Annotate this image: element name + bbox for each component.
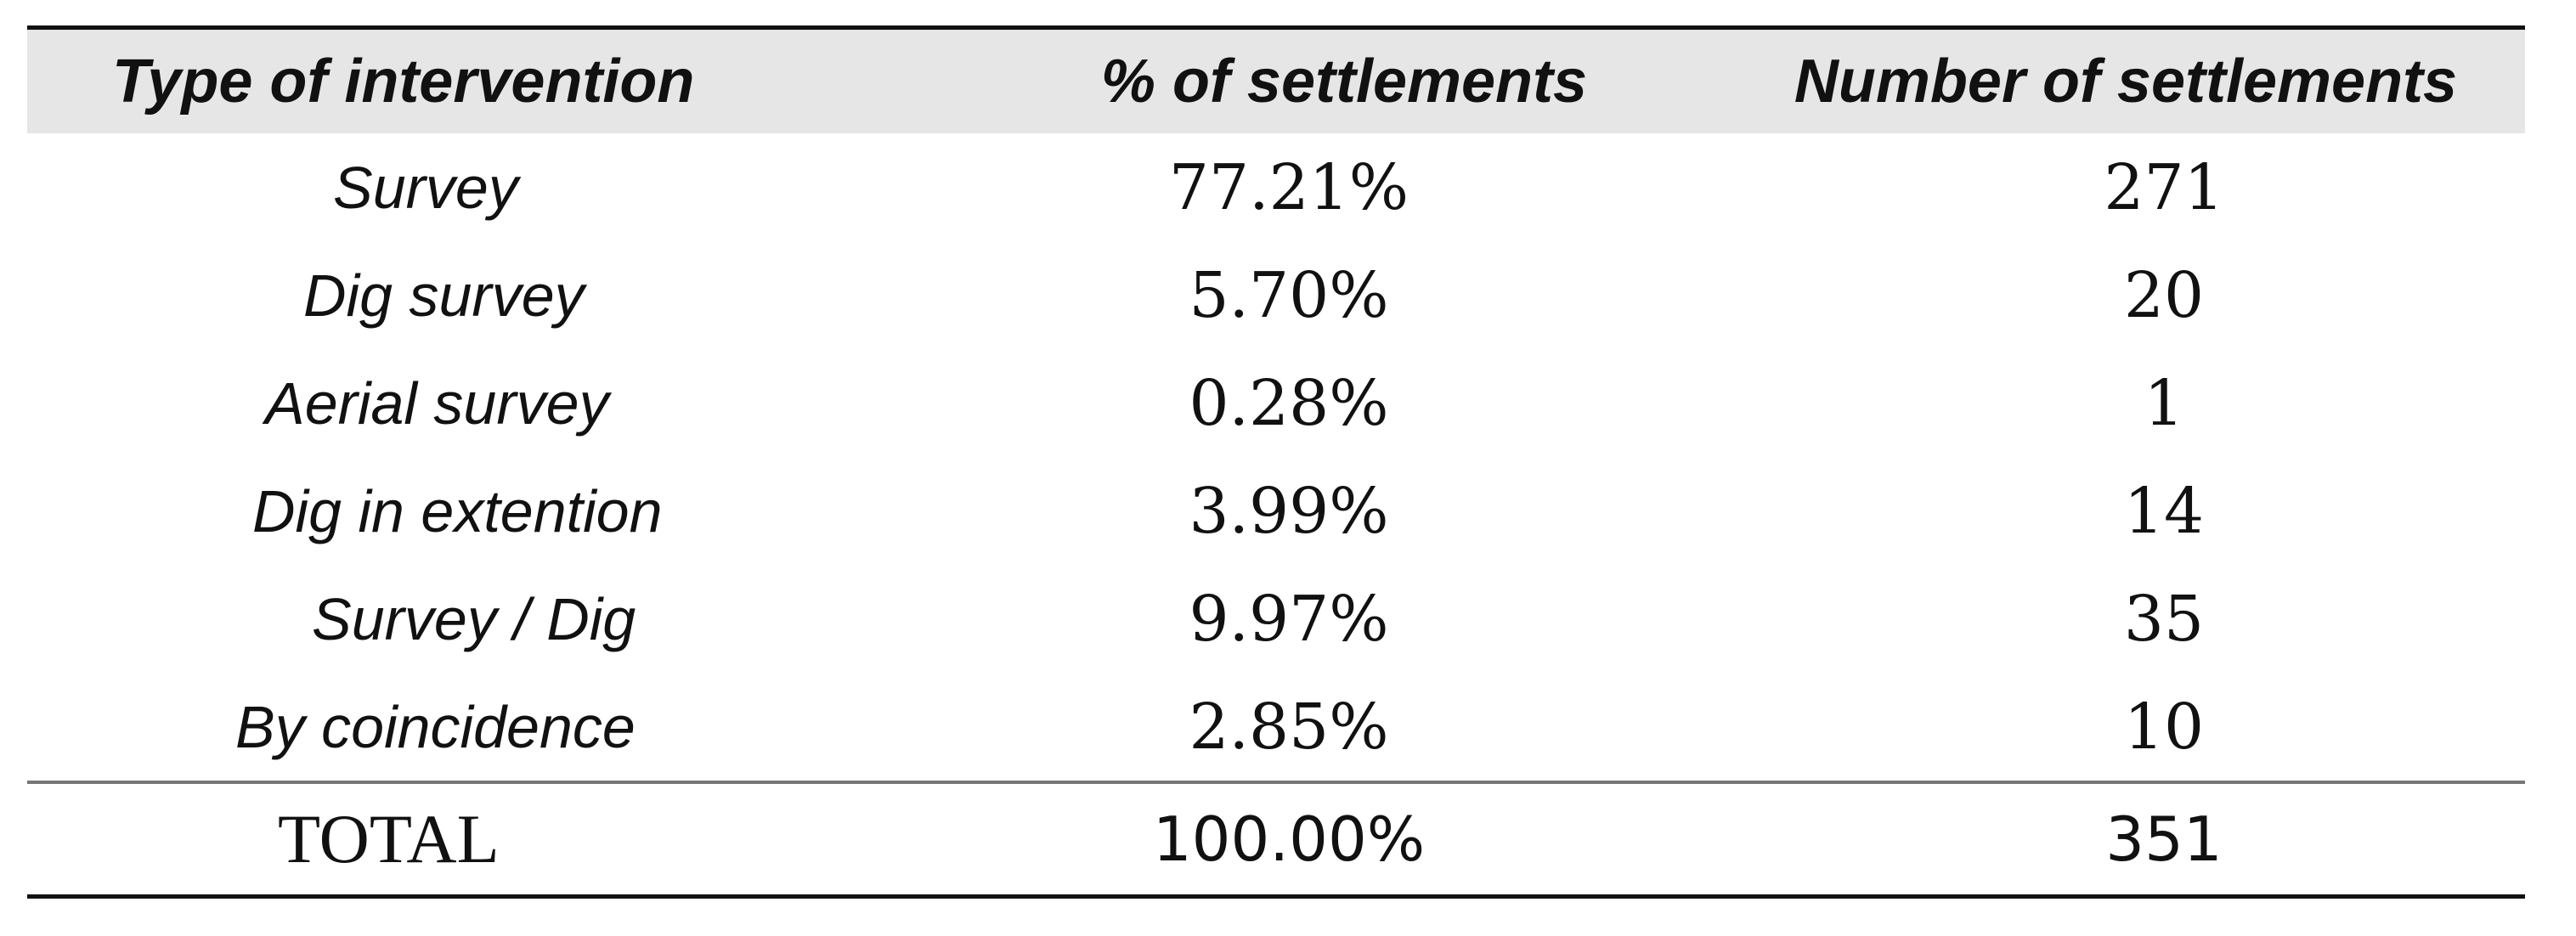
row-type: Aerial survey (265, 369, 609, 437)
header-type-of-intervention: Type of intervention (112, 48, 695, 116)
row-percent: 0.28% (1189, 366, 1389, 440)
table-row: Dig survey 5.70% 20 (27, 241, 2525, 349)
row-percent: 77.21% (1168, 150, 1409, 224)
table-row: Survey / Dig 9.97% 35 (27, 565, 2525, 673)
row-percent: 5.70% (1189, 258, 1389, 332)
row-type: Survey (333, 154, 518, 221)
total-count: 351 (1726, 781, 2525, 899)
header-percent-of-settlements: % of settlements (1100, 48, 1588, 116)
row-count: 10 (2123, 690, 2205, 764)
header-row: Type of intervention % of settlements Nu… (27, 27, 2525, 133)
row-count: 271 (2104, 150, 2224, 224)
table-row: Survey 77.21% 271 (27, 133, 2525, 241)
table-row: Aerial survey 0.28% 1 (27, 349, 2525, 457)
table-row: Dig in extention 3.99% 14 (27, 457, 2525, 565)
row-count: 14 (2123, 474, 2205, 548)
table-row: By coincidence 2.85% 10 (27, 673, 2525, 782)
row-count: 35 (2123, 582, 2205, 656)
row-percent: 2.85% (1189, 690, 1389, 764)
total-percent: 100.00% (962, 781, 1726, 899)
row-count: 20 (2123, 258, 2205, 332)
row-percent: 3.99% (1189, 474, 1389, 548)
row-type: By coincidence (235, 693, 636, 760)
row-percent: 9.97% (1189, 582, 1389, 656)
row-type: Dig survey (303, 262, 585, 329)
row-type: Dig in extention (252, 477, 663, 544)
total-row: TOTAL 100.00% 351 (27, 781, 2525, 899)
settlements-table-container: Type of intervention % of settlements Nu… (27, 25, 2525, 899)
table-body: Survey 77.21% 271 Dig survey 5.70% 20 Ae… (27, 133, 2525, 899)
settlements-table: Type of intervention % of settlements Nu… (27, 25, 2525, 899)
header-number-of-settlements: Number of settlements (1794, 48, 2458, 116)
row-count: 1 (2144, 366, 2184, 440)
row-type: Survey / Dig (312, 585, 636, 652)
total-label: TOTAL (27, 781, 962, 899)
table-header: Type of intervention % of settlements Nu… (27, 27, 2525, 133)
